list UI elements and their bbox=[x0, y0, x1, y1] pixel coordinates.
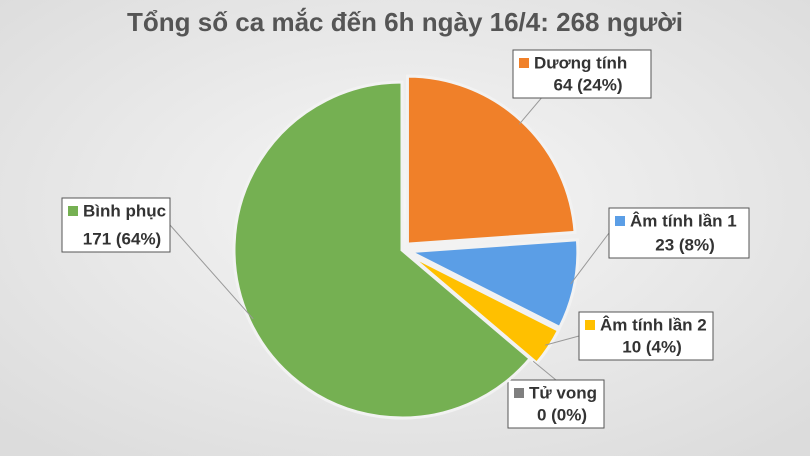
leader-line bbox=[532, 360, 557, 381]
legend-swatch bbox=[514, 388, 524, 398]
legend-swatch bbox=[68, 206, 78, 216]
slice-label: Tử vong bbox=[529, 383, 597, 402]
label-box bbox=[608, 207, 750, 259]
pie-slice bbox=[232, 80, 533, 420]
value-label: 64 (24%) bbox=[554, 75, 623, 94]
label-box bbox=[512, 49, 652, 99]
pie-slice bbox=[404, 238, 580, 330]
value-label: 171 (64%) bbox=[83, 229, 161, 248]
leader-line bbox=[169, 224, 254, 320]
legend-swatch bbox=[585, 320, 595, 330]
label-box bbox=[578, 311, 714, 361]
leader-line bbox=[570, 232, 610, 285]
label-box bbox=[61, 197, 171, 253]
legend-swatch bbox=[615, 216, 625, 226]
slice-label: Dương tính bbox=[534, 53, 627, 72]
value-label: 23 (8%) bbox=[655, 235, 715, 254]
slice-label: Âm tính lần 1 bbox=[630, 211, 737, 230]
slice-label: Bình phục bbox=[83, 201, 166, 220]
slice-label: Âm tính lần 2 bbox=[600, 315, 707, 334]
leader-line bbox=[545, 335, 580, 346]
value-label: 10 (4%) bbox=[622, 337, 682, 356]
legend-swatch bbox=[519, 58, 529, 68]
chart-title: Tổng số ca mắc đến 6h ngày 16/4: 268 ngư… bbox=[127, 7, 683, 37]
value-label: 0 (0%) bbox=[537, 405, 587, 424]
